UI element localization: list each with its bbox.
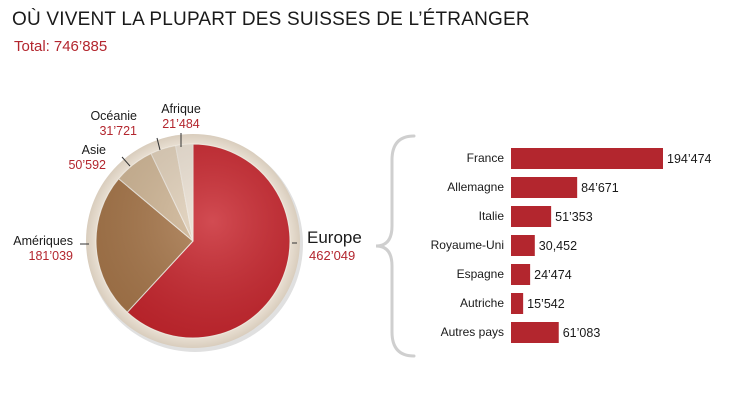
- chart-title: OÙ VIVENT LA PLUPART DES SUISSES DE L’ÉT…: [12, 9, 530, 30]
- bar-value-label: 24’474: [534, 268, 572, 282]
- europe-brace: [375, 134, 416, 358]
- bar-autres-pays: [511, 322, 559, 343]
- bar-value-label: 51’353: [555, 210, 593, 224]
- bar-category-label: Espagne: [457, 267, 505, 281]
- pie-value-ameriques: 181’039: [29, 249, 74, 263]
- bar-category-label: Allemagne: [447, 180, 504, 194]
- pie-label-oceanie: Océanie: [90, 109, 137, 123]
- pie-label-asie: Asie: [82, 143, 106, 157]
- pie-value-afrique: 21’484: [162, 117, 200, 131]
- bar-category-label: Italie: [479, 209, 505, 223]
- pie-label-afrique: Afrique: [161, 102, 201, 116]
- pie-label-europe: Europe: [307, 228, 362, 247]
- bar-espagne: [511, 264, 531, 285]
- bar-allemagne: [511, 177, 578, 198]
- pie-leader-asie: [121, 156, 131, 167]
- pie-value-europe: 462’049: [309, 248, 355, 263]
- bar-value-label: 194’474: [667, 152, 712, 166]
- pie-label-ameriques: Amériques: [13, 234, 73, 248]
- bar-value-label: 30,452: [539, 239, 577, 253]
- pie-leader-oceanie: [156, 137, 161, 151]
- bar-value-label: 15’542: [527, 297, 565, 311]
- bar-royaume-uni: [511, 235, 535, 256]
- bar-value-label: 84’671: [581, 181, 619, 195]
- bar-category-label: France: [467, 151, 505, 165]
- bar-italie: [511, 206, 552, 227]
- pie-chart: [86, 134, 303, 352]
- bar-autriche: [511, 293, 524, 314]
- total-value: 746’885: [53, 38, 108, 55]
- pie-value-oceanie: 31’721: [99, 124, 137, 138]
- total-line: Total: 746’885: [14, 38, 107, 55]
- pie-value-asie: 50’592: [68, 158, 106, 172]
- bar-category-label: Autres pays: [441, 325, 504, 339]
- bar-value-label: 61’083: [563, 326, 601, 340]
- bar-category-label: Royaume-Uni: [431, 238, 504, 252]
- total-label: Total:: [14, 38, 50, 55]
- bar-france: [511, 148, 663, 169]
- bar-category-label: Autriche: [460, 296, 504, 310]
- europe-bar-chart: France 194’474 Allemagne 84’671 Italie 51’353…: [431, 148, 712, 343]
